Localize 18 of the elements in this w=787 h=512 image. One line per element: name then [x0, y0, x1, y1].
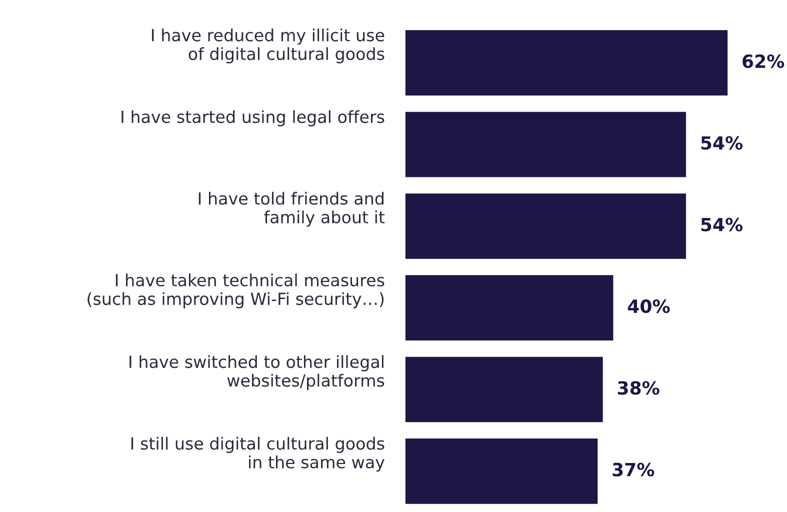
bar — [405, 356, 603, 422]
bar — [405, 30, 728, 96]
y-tick-label: I have taken technical measures (such as improving Wi-Fi security…) — [88, 274, 384, 308]
y-tick-label: I still use digital cultural goods in the same way — [131, 436, 385, 472]
bar — [405, 194, 686, 259]
data-label: 37% — [612, 462, 654, 476]
data-label: 38% — [618, 381, 660, 395]
y-tick-label: I have told friends and family about it — [198, 192, 385, 227]
data-label: 62% — [742, 54, 784, 68]
bar — [405, 112, 686, 178]
bar — [405, 275, 614, 340]
data-label: 40% — [628, 299, 670, 314]
y-tick-label: I have reduced my illicit use of digital cultural goods — [152, 28, 384, 64]
bar — [405, 438, 598, 504]
data-label: 54% — [701, 218, 743, 232]
data-label: 54% — [701, 136, 743, 150]
y-tick-label: I have switched to other illegal websites/platforms — [130, 355, 384, 390]
y-tick-label: I have started using legal offers — [122, 110, 384, 126]
